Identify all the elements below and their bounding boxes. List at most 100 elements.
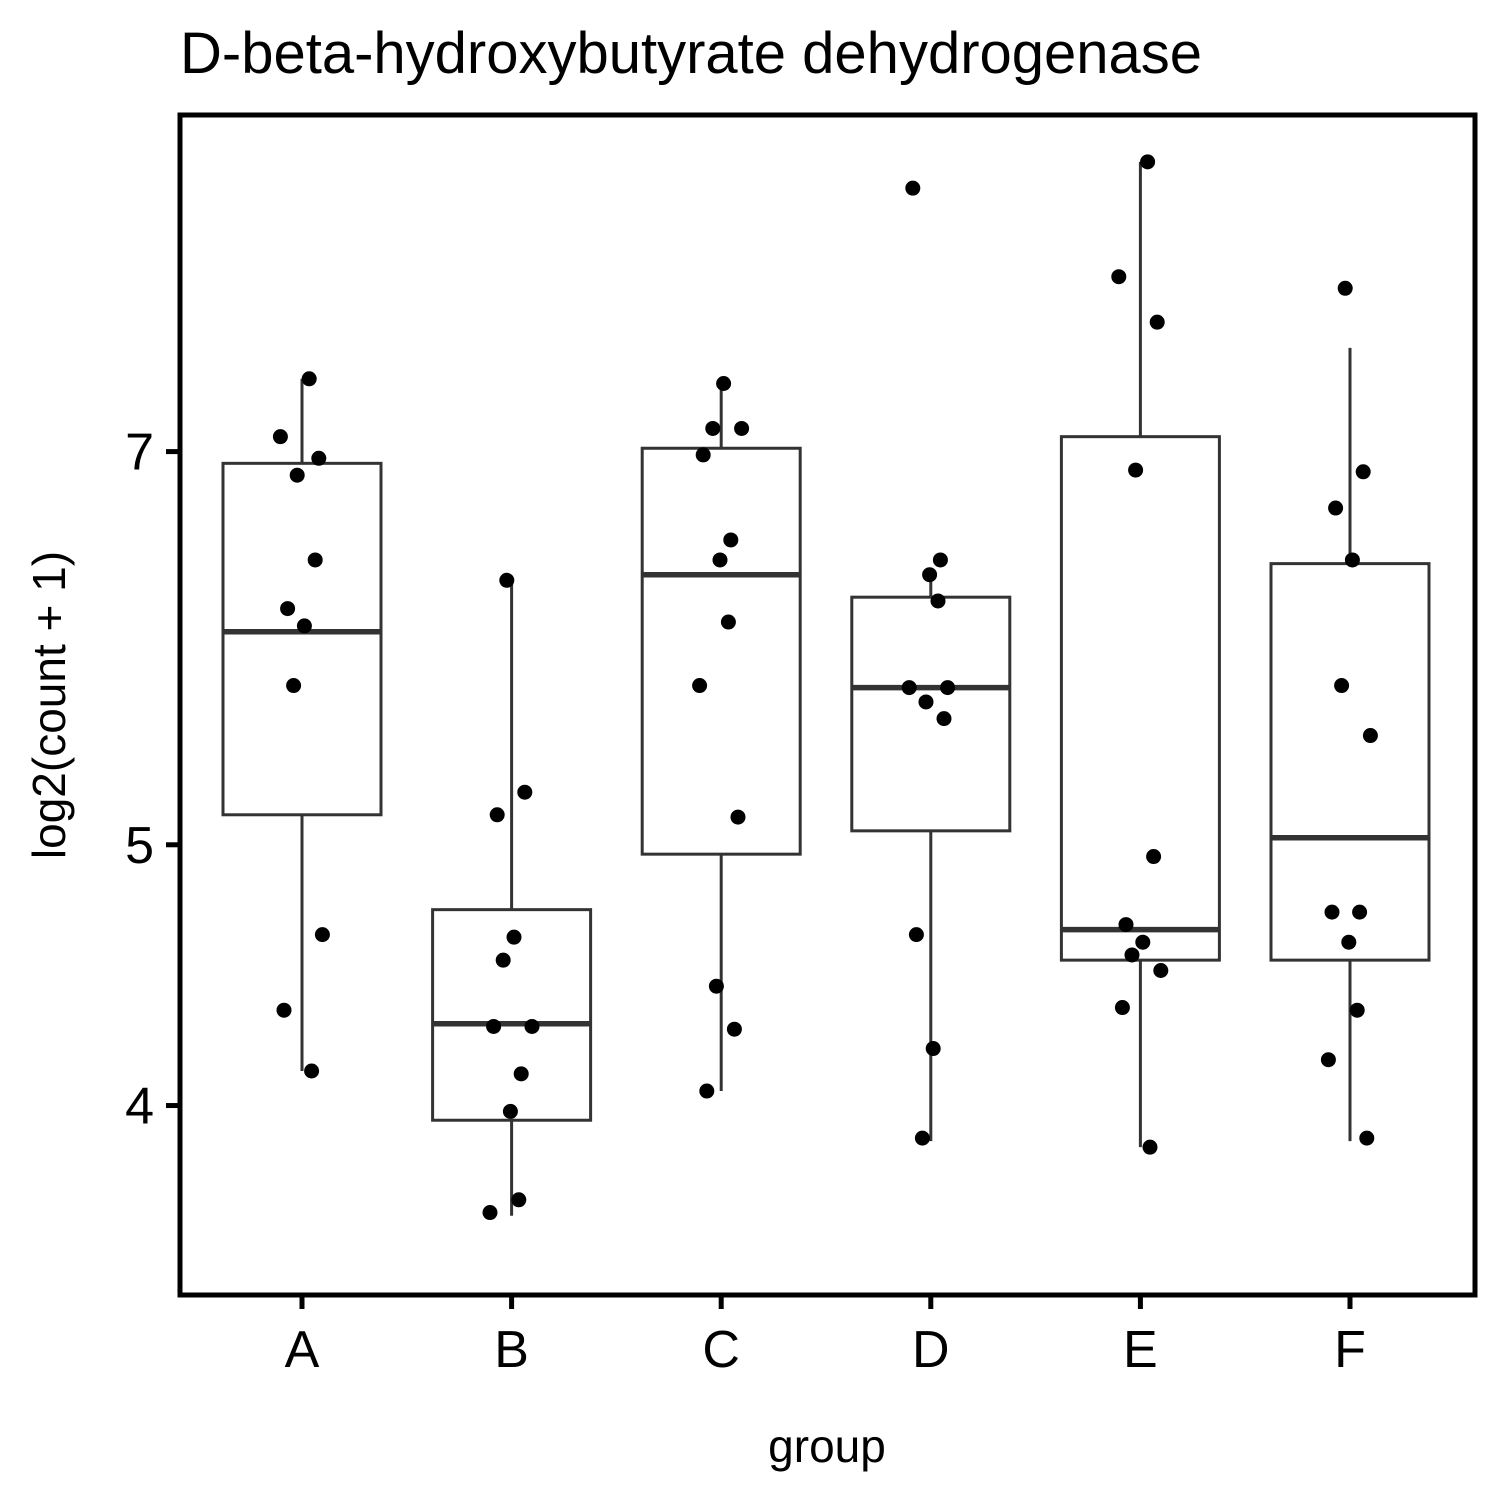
box-group-f: [1269, 347, 1431, 1142]
data-point: [1337, 280, 1353, 296]
data-point: [692, 678, 708, 694]
data-point: [712, 552, 728, 568]
data-point: [1128, 462, 1144, 478]
data-point: [1153, 962, 1169, 978]
data-point: [289, 467, 305, 483]
data-point: [482, 1205, 498, 1221]
box-iqr: [1059, 435, 1221, 962]
data-point: [272, 429, 288, 445]
data-point: [936, 711, 952, 727]
data-point: [1146, 849, 1162, 865]
data-point: [699, 1083, 715, 1099]
data-point: [1149, 314, 1165, 330]
data-point: [513, 1066, 529, 1082]
x-tick-label: F: [1334, 1321, 1366, 1379]
data-point: [1124, 947, 1140, 963]
data-point: [734, 420, 750, 436]
data-point: [1324, 904, 1340, 920]
data-point: [506, 929, 522, 945]
data-point: [1341, 934, 1357, 950]
points-a: [272, 371, 330, 1079]
data-point: [905, 180, 921, 196]
data-point: [314, 927, 330, 943]
y-axis: 4 5 7: [125, 424, 180, 1136]
data-point: [1328, 500, 1344, 516]
data-point: [1349, 1002, 1365, 1018]
data-point: [940, 680, 956, 696]
points-d: [901, 180, 956, 1146]
y-tick-label: 5: [125, 817, 154, 875]
data-point: [723, 532, 739, 548]
box-iqr: [431, 908, 593, 1122]
data-point: [495, 952, 511, 968]
data-point: [1355, 464, 1371, 480]
data-point: [730, 809, 746, 825]
data-point: [296, 618, 312, 634]
data-point: [301, 371, 317, 387]
data-point: [511, 1192, 527, 1208]
data-point: [524, 1018, 540, 1034]
data-point: [695, 447, 711, 463]
points-e: [1111, 154, 1169, 1155]
data-point: [922, 567, 938, 583]
data-point: [1320, 1052, 1336, 1068]
data-point: [925, 1041, 941, 1057]
data-point: [1111, 269, 1127, 285]
box-group-d: [850, 574, 1012, 1142]
data-point: [705, 420, 721, 436]
data-point: [708, 978, 724, 994]
box-group-e: [1059, 161, 1221, 1148]
y-tick-label: 4: [125, 1078, 154, 1136]
x-tick-label: E: [1123, 1321, 1158, 1379]
y-tick-label: 7: [125, 424, 154, 482]
data-point: [486, 1018, 502, 1034]
data-point: [1359, 1130, 1375, 1146]
points-f: [1320, 280, 1378, 1146]
data-point: [1135, 934, 1151, 950]
box-group-b: [431, 580, 593, 1216]
box-group-c: [640, 383, 802, 1092]
data-point: [280, 601, 296, 617]
data-point: [307, 552, 323, 568]
box-iqr: [850, 595, 1012, 833]
data-point: [1362, 728, 1378, 744]
data-point: [286, 678, 302, 694]
box-group-a: [221, 378, 383, 1071]
plot-area: [221, 154, 1431, 1221]
data-point: [1334, 678, 1350, 694]
panel-border: [177, 112, 1478, 1298]
x-tick-label: A: [285, 1321, 320, 1379]
data-point: [304, 1063, 320, 1079]
x-tick-label: D: [912, 1321, 950, 1379]
data-point: [716, 375, 732, 391]
x-axis-title: group: [768, 1420, 886, 1472]
data-point: [1140, 154, 1156, 170]
data-point: [932, 552, 948, 568]
data-point: [1352, 904, 1368, 920]
x-tick-label: C: [702, 1321, 740, 1379]
data-point: [499, 572, 515, 588]
box-iqr: [640, 446, 802, 856]
points-c: [692, 375, 750, 1099]
data-point: [517, 784, 533, 800]
data-point: [1344, 552, 1360, 568]
data-point: [1118, 917, 1134, 933]
data-point: [914, 1130, 930, 1146]
data-point: [1114, 1000, 1130, 1016]
data-point: [502, 1103, 518, 1119]
data-point: [908, 927, 924, 943]
box-iqr: [1269, 562, 1431, 962]
data-point: [901, 680, 917, 696]
data-point: [918, 694, 934, 710]
points-b: [482, 572, 540, 1221]
data-point: [276, 1002, 292, 1018]
data-point: [1142, 1139, 1158, 1155]
y-axis-title: log2(count + 1): [23, 551, 75, 859]
x-axis: A B C D E F: [285, 1295, 1366, 1379]
chart-title: D-beta-hydroxybutyrate dehydrogenase: [180, 21, 1202, 86]
data-point: [726, 1021, 742, 1037]
data-point: [311, 450, 327, 466]
box-iqr: [221, 461, 383, 817]
data-point: [720, 614, 736, 630]
